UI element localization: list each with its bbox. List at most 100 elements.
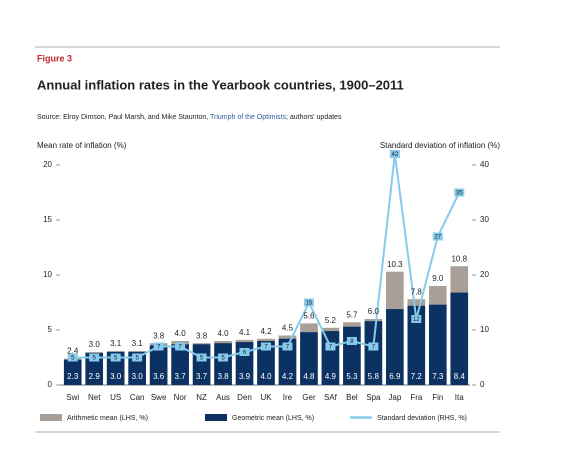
geo-label: 4.2 (282, 372, 294, 381)
y-tick-label: 15 (43, 215, 52, 224)
y-axis-title: Mean rate of inflation (%) (37, 141, 127, 150)
bar (407, 305, 426, 385)
std-marker (261, 342, 271, 351)
source: Source: Elroy Dimson, Paul Marsh, and Mi… (37, 114, 342, 121)
geo-label: 2.3 (67, 372, 79, 381)
std-marker (325, 342, 336, 351)
std-marker (239, 348, 250, 356)
std-marker (411, 315, 422, 323)
geo-label: 4.8 (303, 372, 315, 381)
bar (149, 345, 168, 385)
bar (428, 304, 447, 385)
geo-label: 5.8 (368, 372, 380, 381)
legend-swatch (205, 414, 227, 421)
x-tick-label: Net (88, 393, 101, 402)
arith-label: 9.0 (432, 274, 444, 283)
std-label: 5 (93, 356, 97, 362)
arith-label: 4.1 (239, 328, 251, 337)
std-label: 7 (329, 345, 333, 351)
y-tick-label: 0 (48, 380, 53, 389)
y-tick-label: 20 (43, 160, 52, 169)
std-marker (346, 337, 357, 345)
x-tick-label: NZ (196, 393, 207, 402)
geo-label: 2.9 (89, 372, 101, 381)
legend-label: Arithmetic mean (LHS, %) (67, 415, 148, 422)
y2-tick-label: 20 (480, 270, 489, 279)
figure-label: Figure 3 (37, 53, 72, 63)
y2-tick-label: 30 (480, 215, 489, 224)
std-label: 42 (391, 152, 398, 158)
std-marker (454, 188, 465, 197)
bar (386, 309, 404, 385)
arith-label: 3.8 (153, 331, 165, 340)
y2-tick-label: 0 (480, 380, 485, 389)
x-tick-label: Fin (432, 393, 443, 402)
arith-label: 4.0 (175, 329, 187, 338)
arith-label: 4.2 (260, 327, 272, 336)
bar (171, 344, 189, 385)
arith-label: 5.2 (325, 316, 337, 325)
geo-label: 4.0 (260, 372, 272, 381)
x-tick-label: Bel (346, 393, 358, 402)
std-marker (89, 353, 100, 362)
x-tick-label: SAf (324, 393, 338, 402)
std-label: 27 (434, 235, 441, 241)
source-prefix: Source: Elroy Dimson, Paul Marsh, and Mi… (37, 114, 210, 121)
x-tick-label: Nor (174, 393, 187, 402)
bar (300, 332, 318, 385)
arith-label: 5.7 (346, 310, 358, 319)
y2-tick-label: 10 (480, 325, 489, 334)
std-label: 6 (243, 350, 247, 356)
std-marker (218, 353, 229, 362)
x-tick-label: Spa (366, 393, 381, 402)
legend-label: Geometric mean (LHS, %) (232, 415, 314, 422)
geo-label: 4.9 (325, 372, 337, 381)
x-tick-label: US (110, 393, 121, 402)
x-tick-label: Aus (216, 393, 230, 402)
std-marker (389, 150, 400, 158)
source-link: Triumph of the Optimists (210, 114, 286, 121)
std-label: 7 (372, 345, 376, 351)
std-label: 5 (200, 356, 204, 362)
std-label: 8 (350, 339, 354, 345)
std-marker (282, 342, 293, 351)
x-tick-label: UK (260, 393, 272, 402)
chart-title: Annual inflation rates in the Yearbook c… (37, 77, 404, 92)
arith-label: 5.6 (303, 312, 315, 321)
x-tick-label: Ger (302, 393, 316, 402)
std-label: 7 (157, 345, 161, 351)
source-suffix: ; authors' updates (286, 114, 342, 121)
std-label: 5 (221, 356, 225, 362)
arith-label: 2.4 (67, 347, 79, 356)
geo-label: 3.7 (196, 372, 208, 381)
x-tick-label: Swe (151, 393, 167, 402)
arith-label: 7.8 (411, 287, 423, 296)
arith-label: 10.3 (387, 260, 403, 269)
std-marker (432, 232, 443, 241)
x-tick-label: Fra (410, 393, 423, 402)
arith-label: 3.1 (110, 339, 122, 348)
std-marker (132, 353, 143, 362)
bar (364, 321, 383, 385)
bar (257, 341, 275, 385)
std-marker (67, 353, 78, 362)
std-marker (196, 353, 207, 362)
std-label: 5 (135, 356, 139, 362)
geo-label: 8.4 (454, 372, 466, 381)
arith-label: 4.0 (217, 329, 229, 338)
bar (63, 359, 82, 385)
arith-label: 3.8 (196, 331, 208, 340)
std-label: 12 (413, 317, 420, 323)
arith-label: 3.1 (132, 339, 144, 348)
std-label: 7 (286, 345, 290, 351)
geo-label: 3.8 (217, 372, 229, 381)
arith-label: 10.8 (451, 254, 467, 263)
std-label: 7 (264, 345, 268, 351)
arith-label: 4.5 (282, 324, 294, 333)
std-marker (110, 353, 121, 362)
bar (450, 292, 469, 385)
geo-label: 3.6 (153, 372, 165, 381)
legend-label: Standard deviation (RHS, %) (377, 415, 467, 422)
arith-label: 3.0 (89, 340, 101, 349)
